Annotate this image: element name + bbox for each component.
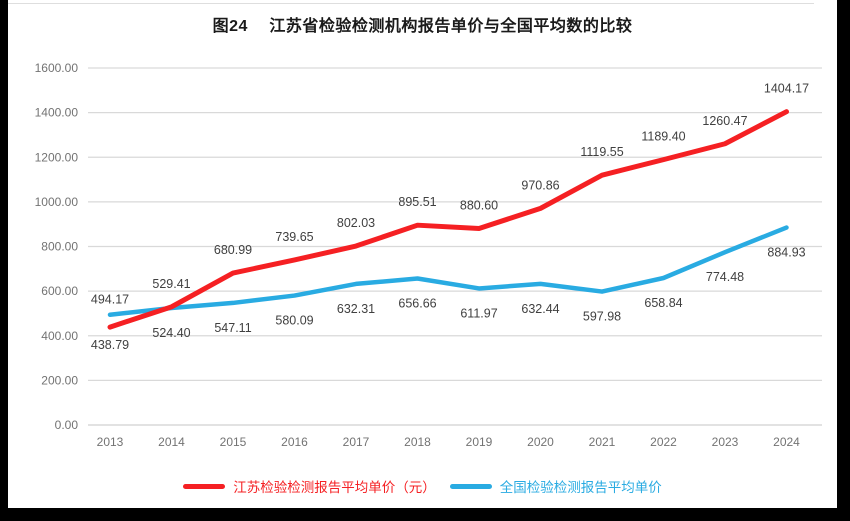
x-axis-tick-label: 2018 — [404, 435, 431, 449]
chart-title: 图24 江苏省检验检测机构报告单价与全国平均数的比较 — [212, 18, 633, 35]
chart-line-national — [107, 225, 789, 317]
top-border-line — [8, 3, 814, 4]
y-axis-tick-label: 1400.00 — [35, 106, 79, 120]
data-label-jiangsu: 1189.40 — [641, 130, 685, 144]
legend-label-jiangsu: 江苏检验检测报告平均单价（元） — [233, 480, 436, 495]
data-label-jiangsu: 1404.17 — [764, 82, 809, 96]
legend-item-national: 全国检验检测报告平均单价 — [449, 476, 662, 496]
data-label-jiangsu: 1119.55 — [580, 145, 623, 159]
data-label-national: 884.93 — [767, 246, 805, 260]
data-label-national: 494.17 — [91, 293, 129, 307]
y-axis-tick-label: 200.00 — [41, 373, 78, 387]
screen-edge-left — [0, 0, 8, 521]
data-label-jiangsu: 880.60 — [460, 199, 498, 213]
x-axis-tick-label: 2020 — [527, 435, 554, 449]
data-label-jiangsu: 802.03 — [337, 216, 375, 230]
data-label-national: 611.97 — [460, 306, 497, 320]
y-axis-tick-label: 800.00 — [41, 240, 78, 254]
legend-line-swatch-blue — [449, 483, 492, 489]
data-label-national: 632.31 — [337, 302, 375, 316]
x-axis-tick-label: 2015 — [220, 435, 247, 449]
data-label-national: 774.48 — [706, 270, 744, 284]
data-label-jiangsu: 970.86 — [521, 178, 559, 192]
data-label-jiangsu: 739.65 — [275, 230, 313, 244]
data-label-jiangsu: 438.79 — [91, 338, 129, 352]
data-label-jiangsu: 680.99 — [214, 243, 252, 257]
y-axis-tick-label: 600.00 — [41, 284, 78, 298]
x-axis-tick-label: 2014 — [158, 435, 185, 449]
x-axis-tick-label: 2017 — [343, 435, 370, 449]
data-label-national: 580.09 — [275, 314, 313, 328]
screen-edge-bottom — [0, 508, 850, 521]
data-label-jiangsu: 895.51 — [398, 195, 436, 209]
x-axis-tick-label: 2023 — [712, 435, 739, 449]
data-label-national: 656.66 — [398, 296, 436, 310]
x-axis-tick-label: 2021 — [589, 435, 616, 449]
data-label-national: 597.98 — [583, 310, 621, 324]
y-axis-tick-label: 1600.00 — [35, 61, 79, 75]
y-axis-tick-label: 1000.00 — [35, 195, 79, 209]
x-axis-tick-label: 2024 — [773, 435, 800, 449]
y-axis-tick-label: 1200.00 — [35, 150, 79, 164]
data-label-jiangsu: 1260.47 — [702, 114, 747, 128]
data-label-national: 524.40 — [152, 326, 190, 340]
x-axis-tick-label: 2013 — [97, 435, 124, 449]
legend-line-swatch-red — [183, 483, 226, 489]
data-label-national: 547.11 — [214, 321, 251, 335]
legend-item-jiangsu: 江苏检验检测报告平均单价（元） — [183, 476, 436, 496]
legend-label-national: 全国检验检测报告平均单价 — [499, 480, 662, 495]
data-label-national: 632.44 — [521, 302, 559, 316]
x-axis-tick-label: 2016 — [281, 435, 308, 449]
screen-edge-right — [837, 0, 850, 521]
y-axis-tick-label: 400.00 — [41, 329, 78, 343]
data-label-national: 658.84 — [644, 296, 682, 310]
x-axis-tick-label: 2022 — [650, 435, 677, 449]
x-axis-tick-label: 2019 — [466, 435, 493, 449]
chart-legend: 江苏检验检测报告平均单价（元） 全国检验检测报告平均单价 — [8, 474, 837, 498]
data-label-jiangsu: 529.41 — [152, 277, 190, 291]
y-axis-tick-label: 0.00 — [55, 418, 79, 432]
chart-line-jiangsu — [107, 109, 789, 330]
